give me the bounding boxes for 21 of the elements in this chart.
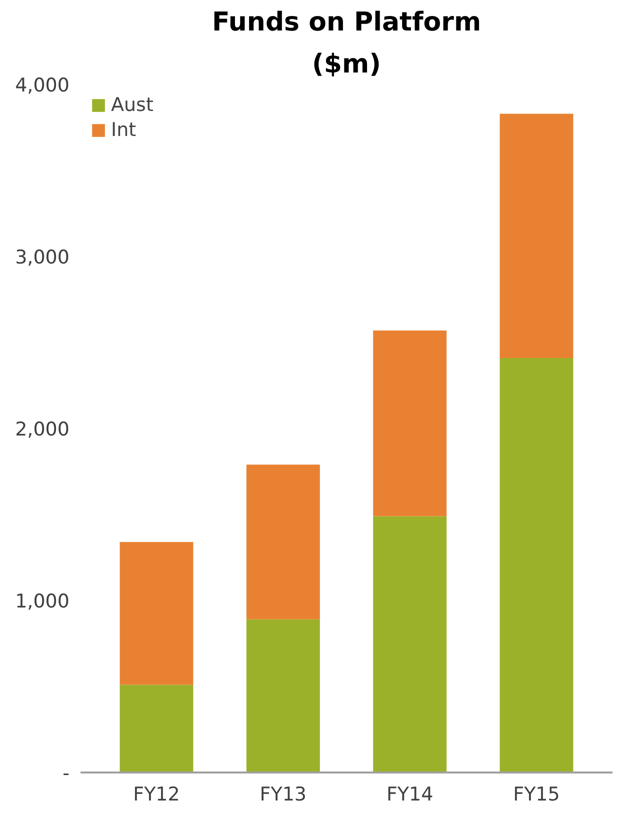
bar	[500, 358, 574, 772]
bar	[246, 464, 320, 620]
bar	[500, 114, 574, 358]
x-tick-label: FY14	[386, 784, 434, 806]
y-tick-label: 3,000	[15, 246, 70, 268]
x-tick-label: FY12	[133, 784, 180, 806]
x-tick-label: FY13	[260, 784, 307, 806]
chart-subtitle: ($m)	[312, 50, 381, 80]
y-tick-label: 1,000	[15, 590, 70, 612]
chart-title: Funds on Platform	[212, 8, 482, 38]
bar	[120, 684, 194, 772]
y-tick-label: 4,000	[15, 74, 70, 96]
legend-label: Aust	[111, 94, 154, 116]
bar	[120, 542, 194, 685]
bar	[373, 516, 447, 772]
y-tick-label: -	[62, 762, 70, 784]
bar	[246, 619, 320, 772]
bar	[373, 330, 447, 516]
x-tick-label: FY15	[513, 784, 560, 806]
legend-label: Int	[111, 119, 136, 141]
y-tick-label: 2,000	[15, 418, 70, 440]
